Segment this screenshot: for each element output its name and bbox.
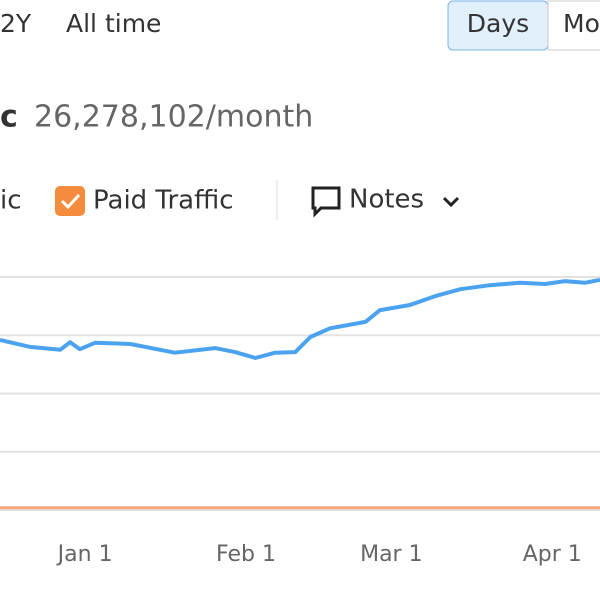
x-tick-label: Feb 1 [216, 542, 276, 567]
check-icon [60, 193, 81, 210]
series-line [0, 277, 600, 360]
paid-checkbox[interactable] [55, 186, 85, 216]
x-tick-label: Jan 1 [56, 542, 113, 567]
plot: Jan 1 Feb 1 Mar 1 Apr 1 [0, 276, 600, 567]
days-label: Days [467, 9, 529, 38]
x-tick-label: Mar 1 [360, 542, 423, 567]
notes-button[interactable]: Notes [349, 185, 424, 215]
months-label: Mo [563, 9, 600, 38]
x-tick-label: Apr 1 [523, 542, 582, 567]
chevron [442, 196, 460, 208]
summary-value: 26,278,102/month [34, 100, 313, 135]
legend-label[interactable]: ic [0, 186, 22, 216]
notes-icon [311, 186, 341, 218]
range-2y[interactable]: 2Y [0, 9, 32, 38]
range-all[interactable]: All time [66, 9, 161, 38]
legend-label[interactable]: Paid Traffic [93, 186, 234, 216]
summary-label: c [0, 100, 18, 135]
months-button[interactable] [547, 0, 600, 51]
